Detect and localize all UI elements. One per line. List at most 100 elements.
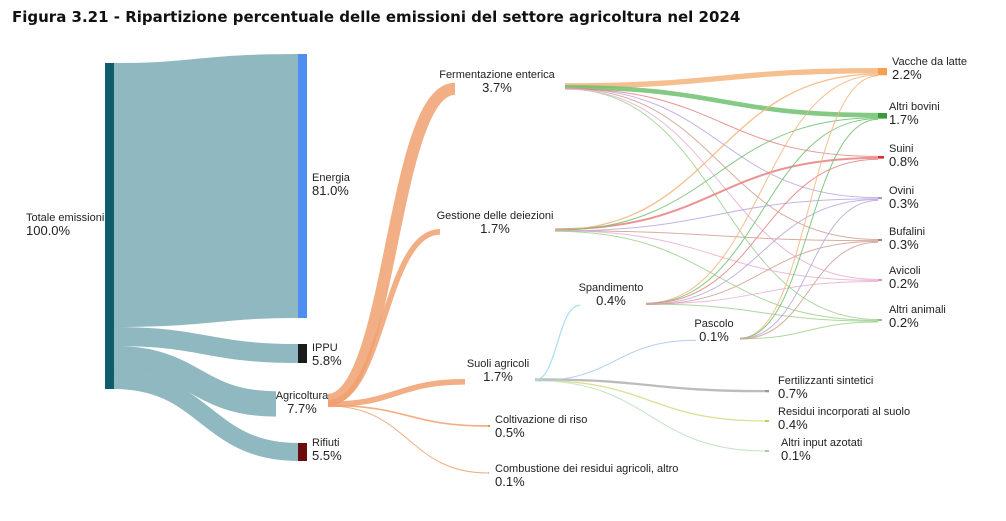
node-name-spandimento: Spandimento (579, 282, 644, 294)
node-bar-combustione (488, 472, 489, 474)
node-value-agricoltura: 7.7% (287, 401, 317, 416)
node-value-suini: 0.8% (889, 154, 919, 169)
node-bar-vacche (878, 68, 887, 76)
flow-link-fermentazione-altrianimali (564, 88, 879, 320)
node-bar-altrianimali (878, 319, 882, 321)
node-name-fertilizzanti: Fertilizzanti sintetici (778, 375, 873, 387)
node-name-agricoltura: Agricoltura (276, 390, 329, 402)
node-value-pascolo: 0.1% (699, 329, 729, 344)
flow-link-spandimento-suini (645, 158, 879, 305)
flow-link-fermentazione-bufalini (564, 87, 879, 241)
node-name-ovini: Ovini (889, 185, 914, 197)
node-value-altrianimali: 0.2% (889, 315, 919, 330)
node-bar-ippu (298, 344, 307, 363)
node-name-fermentazione: Fermentazione enterica (439, 69, 555, 81)
node-name-bufalini: Bufalini (889, 226, 925, 238)
node-value-fertilizzanti: 0.7% (778, 386, 808, 401)
node-bar-energia (298, 54, 307, 318)
node-name-suoli: Suoli agricoli (467, 358, 529, 370)
flow-link-agricoltura-combustione (327, 405, 489, 474)
node-bar-bufalini (878, 239, 882, 241)
node-label-bg-fermentazione (455, 73, 565, 101)
flow-link-fermentazione-ovini (564, 87, 879, 199)
flow-link-gestione-avicoli (554, 229, 879, 281)
flow-link-agricoltura-riso (327, 404, 489, 427)
flow-link-fermentazione-suini (564, 88, 879, 157)
node-label-bg-agricoltura (276, 386, 328, 414)
node-label-bg-suoli (465, 367, 535, 395)
node-name-suini: Suini (889, 143, 913, 155)
flow-link-suoli-residui (534, 379, 766, 422)
figure-title: Figura 3.21 - Ripartizione percentuale d… (12, 8, 741, 26)
flow-link-spandimento-altribovini (645, 118, 879, 304)
links-layer (113, 53, 879, 474)
flow-link-suoli-altriinput (534, 380, 766, 452)
node-value-spandimento: 0.4% (596, 293, 626, 308)
node-name-pascolo: Pascolo (694, 318, 733, 330)
node-name-energia: Energia (312, 172, 351, 184)
flow-link-suoli-fertilizzanti (534, 378, 766, 393)
flow-link-agricoltura-gestione (327, 229, 441, 406)
node-name-gestione: Gestione delle deiezioni (437, 210, 554, 222)
flow-link-gestione-altribovini (554, 117, 879, 231)
node-value-fermentazione: 3.7% (482, 80, 512, 95)
node-name-residui: Residui incorporati al suolo (778, 406, 910, 418)
node-bar-residui (765, 420, 769, 422)
node-name-altriinput: Altri input azotati (781, 437, 862, 449)
node-value-rifiuti: 5.5% (312, 448, 342, 463)
flow-link-fermentazione-vacche (564, 68, 879, 89)
flow-link-pascolo-ovini (739, 199, 879, 340)
node-value-gestione: 1.7% (480, 221, 510, 236)
node-bar-totale (105, 63, 114, 389)
node-bar-ovini (878, 197, 882, 199)
nodes-layer (105, 54, 887, 474)
node-label-bg-pascolo (696, 326, 740, 354)
node-value-bufalini: 0.3% (889, 237, 919, 252)
node-value-totale: 100.0% (26, 223, 71, 238)
node-name-altribovini: Altri bovini (889, 101, 940, 113)
node-bar-altribovini (878, 113, 887, 119)
node-value-suoli: 1.7% (483, 369, 513, 384)
flow-link-pascolo-vacche (739, 75, 879, 339)
node-value-vacche: 2.2% (892, 67, 922, 82)
node-value-altriinput: 0.1% (781, 448, 811, 463)
flow-link-fermentazione-avicoli (564, 88, 879, 280)
node-name-avicoli: Avicoli (889, 265, 921, 277)
flow-link-pascolo-bufalini (739, 241, 879, 340)
flow-link-totale-agricoltura (113, 345, 277, 417)
node-bar-riso (488, 425, 490, 427)
flow-link-spandimento-avicoli (645, 281, 879, 305)
flow-link-totale-ippu (113, 327, 299, 363)
node-bar-altriinput (765, 450, 769, 452)
node-value-altribovini: 1.7% (889, 112, 919, 127)
node-bar-avicoli (878, 279, 882, 281)
node-value-residui: 0.4% (778, 417, 808, 432)
flow-link-gestione-ovini (554, 198, 879, 232)
flow-link-fermentazione-altribovini (564, 85, 879, 118)
node-name-riso: Coltivazione di riso (495, 414, 587, 426)
node-value-riso: 0.5% (495, 425, 525, 440)
node-name-combustione: Combustione dei residui agricoli, altro (495, 463, 678, 475)
flow-link-agricoltura-suoli (327, 379, 466, 408)
labels-layer: Totale emissioni100.0%Energia81.0%IPPU5.… (26, 56, 967, 489)
flow-link-gestione-altrianimali (554, 230, 879, 321)
flow-link-spandimento-bufalini (645, 240, 879, 306)
flow-link-spandimento-vacche (645, 74, 879, 304)
flow-link-pascolo-altrianimali (739, 321, 879, 340)
flow-link-totale-rifiuti (113, 371, 299, 461)
flow-link-pascolo-altribovini (739, 118, 879, 339)
flow-link-totale-energia (113, 53, 299, 328)
node-name-ippu: IPPU (312, 342, 338, 354)
node-value-combustione: 0.1% (495, 474, 525, 489)
node-value-ippu: 5.8% (312, 353, 342, 368)
flow-link-agricoltura-fermentazione (326, 82, 457, 406)
flow-link-suoli-pascolo (534, 339, 697, 382)
node-bar-suini (878, 156, 884, 159)
flow-link-spandimento-altrianimali (645, 303, 879, 322)
node-bar-rifiuti (298, 443, 307, 461)
flow-link-gestione-bufalini (554, 230, 879, 242)
node-label-bg-gestione (440, 217, 555, 245)
node-label-bg-spandimento (580, 291, 646, 319)
node-name-totale: Totale emissioni (26, 212, 104, 224)
